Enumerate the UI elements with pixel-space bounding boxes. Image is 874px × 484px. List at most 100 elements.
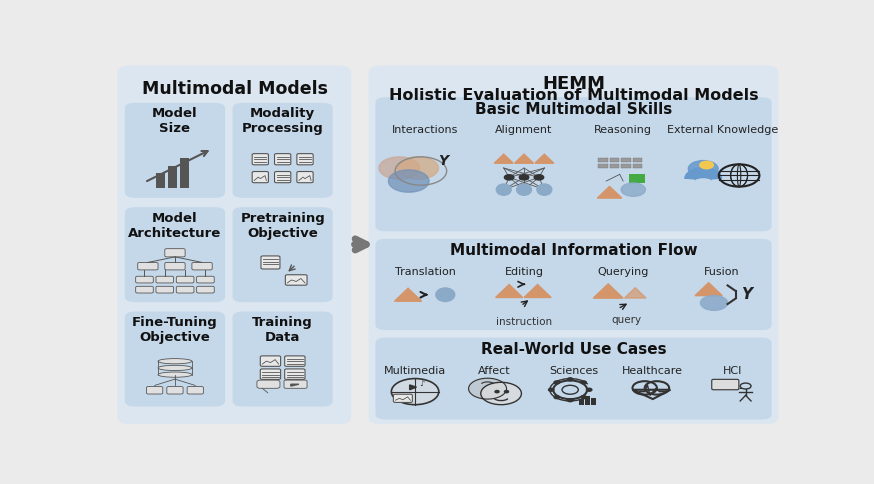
Polygon shape [597, 186, 621, 198]
FancyBboxPatch shape [187, 387, 204, 394]
FancyBboxPatch shape [376, 97, 772, 231]
FancyBboxPatch shape [117, 65, 351, 424]
Text: External Knowledge: External Knowledge [667, 125, 778, 135]
Circle shape [567, 399, 572, 402]
Polygon shape [515, 154, 533, 163]
Bar [633, 158, 642, 163]
Bar [609, 164, 619, 168]
FancyBboxPatch shape [260, 356, 281, 366]
Polygon shape [494, 154, 513, 163]
Text: Fusion: Fusion [704, 267, 740, 277]
FancyBboxPatch shape [147, 387, 163, 394]
Ellipse shape [158, 359, 192, 364]
Circle shape [379, 157, 420, 179]
Circle shape [481, 382, 522, 405]
Text: instruction: instruction [496, 317, 552, 327]
FancyBboxPatch shape [165, 262, 185, 270]
Polygon shape [394, 288, 421, 301]
Text: Modality
Processing: Modality Processing [242, 107, 323, 135]
FancyBboxPatch shape [156, 287, 174, 293]
FancyBboxPatch shape [165, 249, 185, 257]
FancyBboxPatch shape [257, 380, 280, 388]
Text: Pretraining
Objective: Pretraining Objective [240, 212, 325, 240]
FancyBboxPatch shape [253, 171, 268, 182]
FancyBboxPatch shape [232, 312, 333, 407]
FancyBboxPatch shape [167, 387, 183, 394]
FancyBboxPatch shape [297, 153, 313, 165]
FancyBboxPatch shape [135, 276, 153, 283]
Polygon shape [291, 384, 299, 386]
Text: Translation: Translation [394, 267, 455, 277]
Text: Multimedia: Multimedia [384, 365, 447, 376]
FancyBboxPatch shape [177, 276, 194, 283]
Text: Holistic Evaluation of Multimodal Models: Holistic Evaluation of Multimodal Models [389, 88, 759, 103]
Text: Basic Multimodal Skills: Basic Multimodal Skills [475, 102, 672, 117]
Ellipse shape [435, 287, 455, 302]
FancyBboxPatch shape [285, 275, 307, 285]
Bar [621, 158, 630, 163]
Circle shape [581, 395, 586, 399]
FancyBboxPatch shape [253, 153, 268, 165]
Polygon shape [410, 385, 416, 390]
Circle shape [621, 183, 646, 197]
Text: Editing: Editing [504, 267, 544, 277]
FancyBboxPatch shape [180, 158, 189, 188]
Polygon shape [624, 287, 646, 298]
Ellipse shape [516, 183, 532, 196]
FancyBboxPatch shape [274, 171, 291, 182]
FancyBboxPatch shape [156, 173, 165, 188]
Circle shape [549, 388, 554, 391]
Polygon shape [524, 285, 551, 298]
FancyBboxPatch shape [711, 379, 739, 390]
Text: Interactions: Interactions [392, 125, 458, 135]
FancyBboxPatch shape [232, 207, 333, 302]
Text: Alignment: Alignment [496, 125, 552, 135]
Circle shape [554, 395, 559, 399]
Circle shape [700, 161, 713, 169]
Circle shape [495, 391, 499, 393]
Text: Y: Y [741, 287, 753, 302]
Text: Sciences: Sciences [549, 365, 598, 376]
Ellipse shape [158, 365, 192, 371]
Circle shape [468, 378, 507, 399]
Text: ♪: ♪ [420, 379, 425, 388]
Polygon shape [695, 283, 722, 296]
Text: Real-World Use Cases: Real-World Use Cases [481, 342, 666, 357]
Polygon shape [593, 284, 623, 298]
FancyBboxPatch shape [125, 103, 225, 198]
Text: Reasoning: Reasoning [594, 125, 652, 135]
Text: Y: Y [439, 153, 448, 167]
Circle shape [398, 157, 439, 179]
FancyBboxPatch shape [232, 103, 333, 198]
Bar [585, 396, 590, 405]
Text: HCI: HCI [723, 365, 742, 376]
FancyBboxPatch shape [284, 380, 307, 388]
Circle shape [519, 175, 529, 180]
Bar [579, 399, 584, 405]
Text: Multimodal Information Flow: Multimodal Information Flow [450, 243, 697, 258]
FancyBboxPatch shape [376, 338, 772, 420]
Circle shape [581, 381, 586, 384]
Polygon shape [496, 285, 523, 298]
Text: Model
Architecture: Model Architecture [128, 212, 222, 240]
FancyBboxPatch shape [125, 312, 225, 407]
Text: Multimodal Models: Multimodal Models [142, 80, 328, 98]
FancyBboxPatch shape [156, 276, 174, 283]
FancyBboxPatch shape [168, 166, 177, 188]
Circle shape [554, 381, 559, 384]
Bar [628, 174, 646, 183]
Text: Querying: Querying [598, 267, 649, 277]
Polygon shape [535, 154, 554, 163]
Text: Healthcare: Healthcare [622, 365, 683, 376]
FancyBboxPatch shape [297, 171, 313, 182]
Ellipse shape [496, 183, 512, 196]
Text: Training
Data: Training Data [253, 316, 313, 344]
Ellipse shape [537, 183, 552, 196]
Text: Fine-Tuning
Objective: Fine-Tuning Objective [132, 316, 218, 344]
Bar [591, 398, 596, 405]
Circle shape [534, 175, 544, 180]
FancyBboxPatch shape [197, 276, 214, 283]
Circle shape [388, 170, 429, 192]
Bar [598, 164, 607, 168]
Circle shape [504, 391, 509, 393]
